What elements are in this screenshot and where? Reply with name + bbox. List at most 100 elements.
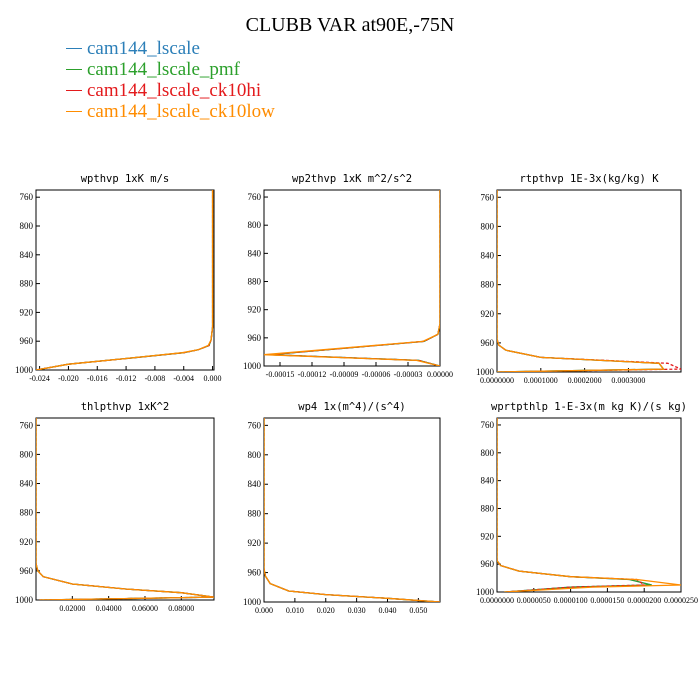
x-tick-label: 0.010 <box>286 606 304 615</box>
x-tick-label: 0.0002000 <box>568 376 602 385</box>
legend-swatch <box>66 111 82 112</box>
x-tick-label: 0.0000150 <box>590 596 624 605</box>
y-tick-label: 840 <box>20 250 34 260</box>
y-tick-label: 880 <box>20 279 34 289</box>
y-tick-label: 1000 <box>15 595 34 605</box>
y-tick-label: 1000 <box>15 365 34 375</box>
x-tick-label: 0.0003000 <box>611 376 645 385</box>
series-line <box>269 190 440 366</box>
legend-label: cam144_lscale_ck10low <box>87 100 275 122</box>
series-line <box>497 190 665 372</box>
y-tick-label: 760 <box>481 420 495 430</box>
legend-swatch <box>66 48 82 49</box>
legend: cam144_lscale cam144_lscale_pmf cam144_l… <box>66 38 275 122</box>
legend-swatch <box>66 90 82 91</box>
plot-frame <box>496 189 682 373</box>
x-tick-label: 0.050 <box>409 606 427 615</box>
y-tick-label: 920 <box>248 538 262 548</box>
x-tick-label: -0.00015 <box>266 370 295 379</box>
series-line <box>497 418 652 592</box>
x-tick-label: -0.00009 <box>330 370 359 379</box>
chart-panel: rtpthvp 1E-3x(kg/kg) K 760 800 840 880 920 960… <box>476 173 682 385</box>
chart-panel: thlpthvp 1xK^2 760 800 840 880 920 960 1000 0.02… <box>15 401 215 613</box>
x-tick-label: 0.08000 <box>168 604 194 613</box>
x-tick-label: 0.0000000 <box>480 596 514 605</box>
y-tick-label: 800 <box>20 449 34 459</box>
series-line <box>36 190 214 370</box>
series-line <box>264 418 440 602</box>
y-tick-label: 800 <box>248 220 262 230</box>
x-tick-label: 0.0001000 <box>524 376 558 385</box>
y-tick-label: 960 <box>248 568 262 578</box>
y-tick-label: 1000 <box>476 587 495 597</box>
figure-title: CLUBB VAR at90E,-75N <box>245 14 455 36</box>
x-tick-label: 0.0000200 <box>627 596 661 605</box>
y-tick-label: 960 <box>20 566 34 576</box>
legend-label: cam144_lscale_ck10hi <box>87 79 262 101</box>
x-tick-label: 0.0000250 <box>664 596 698 605</box>
y-tick-label: 920 <box>481 309 495 319</box>
panel-title: thlpthvp 1xK^2 <box>81 401 170 413</box>
x-tick-label: -0.020 <box>58 374 79 383</box>
series-line <box>36 418 214 600</box>
series-line <box>264 418 440 602</box>
y-tick-label: 800 <box>481 221 495 231</box>
y-tick-label: 840 <box>481 476 495 486</box>
y-tick-label: 880 <box>481 280 495 290</box>
series-line <box>269 190 440 366</box>
y-tick-label: 840 <box>248 479 262 489</box>
y-tick-label: 880 <box>248 509 262 519</box>
legend-item: cam144_lscale_pmf <box>66 59 275 80</box>
chart-panel: wpthvp 1xK m/s7608008408809209601000-0.0… <box>15 173 222 383</box>
y-tick-label: 800 <box>248 450 262 460</box>
x-tick-label: 0.0000100 <box>554 596 588 605</box>
plot-frame <box>496 417 682 593</box>
plot-frame <box>35 417 215 601</box>
series-line <box>264 190 440 366</box>
series-line <box>264 418 440 602</box>
plot-frame <box>263 417 441 603</box>
panel-title: wp4 1x(m^4)/(s^4) <box>298 401 405 413</box>
series-line <box>497 190 665 372</box>
y-tick-label: 760 <box>248 192 262 202</box>
legend-item: cam144_lscale_ck10hi <box>66 80 275 101</box>
x-tick-label: 0.000 <box>204 374 222 383</box>
y-tick-label: 1000 <box>243 361 262 371</box>
x-tick-label: 0.040 <box>379 606 397 615</box>
y-tick-label: 880 <box>481 503 495 513</box>
y-tick-label: 800 <box>481 448 495 458</box>
legend-item: cam144_lscale_ck10low <box>66 101 275 122</box>
chart-panel: wp4 1x(m^4)/(s^4)76080084088092096010000… <box>243 401 441 615</box>
y-tick-label: 960 <box>481 338 495 348</box>
x-tick-label: 0.00000 <box>427 370 453 379</box>
legend-item: cam144_lscale <box>66 38 275 59</box>
legend-label: cam144_lscale <box>87 37 200 59</box>
y-tick-label: 1000 <box>476 367 495 377</box>
x-tick-label: 0.020 <box>317 606 335 615</box>
series-line <box>36 418 214 600</box>
series-line <box>269 190 440 366</box>
y-tick-label: 920 <box>20 537 34 547</box>
x-tick-label: 0.0000000 <box>480 376 514 385</box>
x-tick-label: 0.04000 <box>96 604 122 613</box>
x-tick-label: -0.008 <box>145 374 166 383</box>
panel-title: wprtpthlp 1-E-3x(m kg K)/(s kg) <box>491 401 687 413</box>
chart-panel: wp2thvp 1xK m^2/s^2 760 800 840 880 920 960 100… <box>243 173 453 379</box>
series-line <box>36 190 214 370</box>
x-tick-label: 0.030 <box>348 606 366 615</box>
y-tick-label: 840 <box>20 479 34 489</box>
x-tick-label: -0.004 <box>173 374 194 383</box>
x-tick-label: 0.02000 <box>59 604 85 613</box>
panel-title: wpthvp 1xK m/s <box>81 173 170 185</box>
chart-panel: wprtpthlp 1-E-3x(m kg K)/(s kg) 760 800 840… <box>476 401 698 605</box>
y-tick-label: 960 <box>481 559 495 569</box>
y-tick-label: 960 <box>248 333 262 343</box>
y-tick-label: 1000 <box>243 597 262 607</box>
x-tick-label: 0.0000050 <box>517 596 551 605</box>
plot-frame <box>263 189 441 367</box>
series-line <box>36 190 214 370</box>
y-tick-label: 920 <box>20 307 34 317</box>
series-line <box>36 418 214 600</box>
y-tick-label: 920 <box>248 305 262 315</box>
